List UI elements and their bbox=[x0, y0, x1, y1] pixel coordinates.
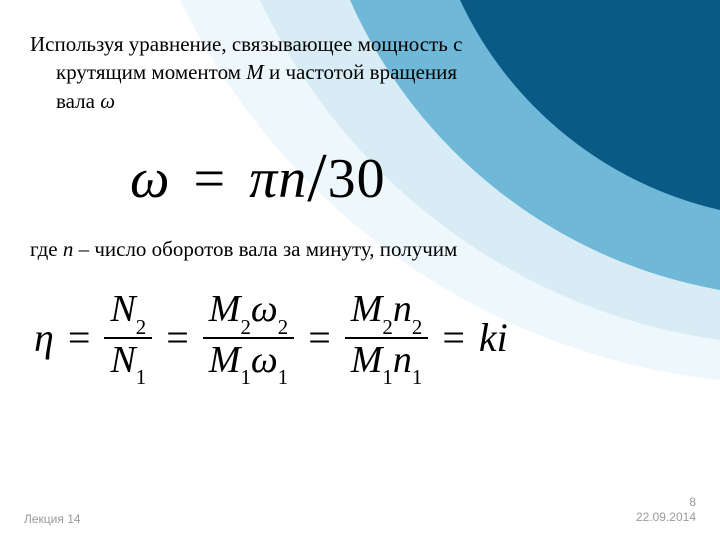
intro-line3: вала bbox=[56, 89, 95, 113]
f2-num-a-sub: 2 bbox=[240, 315, 250, 339]
slide-number: 8 bbox=[636, 495, 696, 511]
intro-text: Используя уравнение, связывающее мощност… bbox=[30, 30, 690, 115]
intro-line2: крутящим моментом bbox=[56, 60, 241, 84]
f2-num-a: M bbox=[209, 288, 241, 330]
slide-date: 22.09.2014 bbox=[636, 510, 696, 526]
f3-num-b: n bbox=[393, 288, 412, 330]
where-1: где bbox=[30, 237, 58, 261]
eq2-eta: η bbox=[34, 314, 54, 361]
eq2-frac1: N2 N1 bbox=[104, 290, 152, 385]
f2-den-b-sub: 1 bbox=[278, 365, 288, 389]
f1-num-sub: 2 bbox=[136, 315, 146, 339]
f3-num-b-sub: 2 bbox=[412, 315, 422, 339]
f3-den-b: n bbox=[393, 339, 412, 381]
equation-omega: ω = πn/30 bbox=[130, 135, 690, 215]
f2-num-b: ω bbox=[251, 288, 278, 330]
eq1-val: 30 bbox=[328, 148, 386, 210]
eq1-lhs: ω bbox=[130, 148, 171, 210]
f3-den-a: M bbox=[351, 339, 383, 381]
eq2-frac3: M2n2 M1n1 bbox=[345, 290, 429, 385]
eq1-pi: π bbox=[249, 148, 278, 210]
var-M: M bbox=[246, 60, 264, 84]
intro-line1: Используя уравнение, связывающее мощност… bbox=[30, 32, 462, 56]
f1-num: N bbox=[110, 288, 135, 330]
f3-num-a-sub: 2 bbox=[382, 315, 392, 339]
f3-num-a: M bbox=[351, 288, 383, 330]
eq1-equals: = bbox=[186, 148, 235, 210]
intro-line2b: и частотой вращения bbox=[269, 60, 457, 84]
slide-content: Используя уравнение, связывающее мощност… bbox=[0, 0, 720, 385]
footer-meta: 8 22.09.2014 bbox=[636, 495, 696, 526]
f2-num-b-sub: 2 bbox=[278, 315, 288, 339]
eq2-eq2: = bbox=[160, 314, 195, 361]
eq2-frac2: M2ω2 M1ω1 bbox=[203, 290, 294, 385]
eq2-rhs: ki bbox=[479, 314, 508, 361]
where-text: где n – число оборотов вала за минуту, п… bbox=[30, 237, 690, 262]
where-2: – число оборотов вала за минуту, получим bbox=[79, 237, 458, 261]
f2-den-a-sub: 1 bbox=[240, 365, 250, 389]
footer-lecture: Лекция 14 bbox=[24, 512, 81, 526]
var-omega: ω bbox=[100, 89, 115, 113]
eq1-slash: / bbox=[307, 140, 327, 217]
equation-eta: η = N2 N1 = M2ω2 M1ω1 = M2n2 M1n1 = ki bbox=[34, 290, 690, 385]
where-n: n bbox=[63, 237, 74, 261]
eq1-n: n bbox=[278, 148, 307, 210]
f2-den-b: ω bbox=[251, 339, 278, 381]
eq2-eq3: = bbox=[302, 314, 337, 361]
f3-den-a-sub: 1 bbox=[382, 365, 392, 389]
eq2-eq4: = bbox=[436, 314, 471, 361]
f1-den: N bbox=[110, 339, 135, 381]
f1-den-sub: 1 bbox=[136, 365, 146, 389]
f3-den-b-sub: 1 bbox=[412, 365, 422, 389]
f2-den-a: M bbox=[209, 339, 241, 381]
eq2-eq1: = bbox=[62, 314, 97, 361]
